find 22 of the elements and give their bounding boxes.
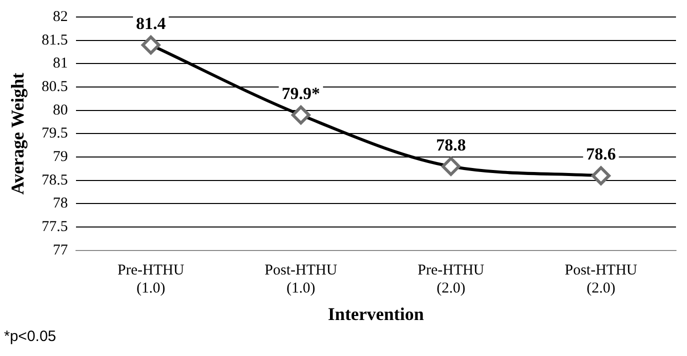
data-label: 78.8 xyxy=(436,135,466,154)
y-tick-label: 77 xyxy=(52,242,68,258)
y-tick-label: 78 xyxy=(52,196,68,212)
text: *p<0.05 xyxy=(4,328,56,345)
y-tick-label: 82 xyxy=(52,8,68,25)
y-tick-label: 78.5 xyxy=(42,172,68,188)
data-label: 79.9* xyxy=(282,84,320,103)
y-tick-label: 80.5 xyxy=(42,78,68,95)
y-tick-label: 79 xyxy=(52,148,68,165)
x-tick-label: Pre-HTHU (1.0) xyxy=(118,262,184,296)
x-axis-title: Intervention xyxy=(328,304,424,324)
x-tick-label: Pre-HTHU (2.0) xyxy=(418,262,484,296)
y-tick-label: 79.5 xyxy=(42,126,68,142)
x-tick-label: Post-HTHU (1.0) xyxy=(264,262,338,296)
y-tick-label: 80 xyxy=(52,102,68,118)
y-tick-label: 81.5 xyxy=(42,32,68,48)
data-label: 81.4 xyxy=(136,14,166,33)
y-tick-label: 81 xyxy=(52,56,68,72)
y-tick-label: 77.5 xyxy=(42,218,68,235)
x-tick-label: Post-HTHU (2.0) xyxy=(564,262,638,296)
y-axis-title: Average Weight xyxy=(7,72,28,195)
data-label: 78.6 xyxy=(586,144,616,164)
